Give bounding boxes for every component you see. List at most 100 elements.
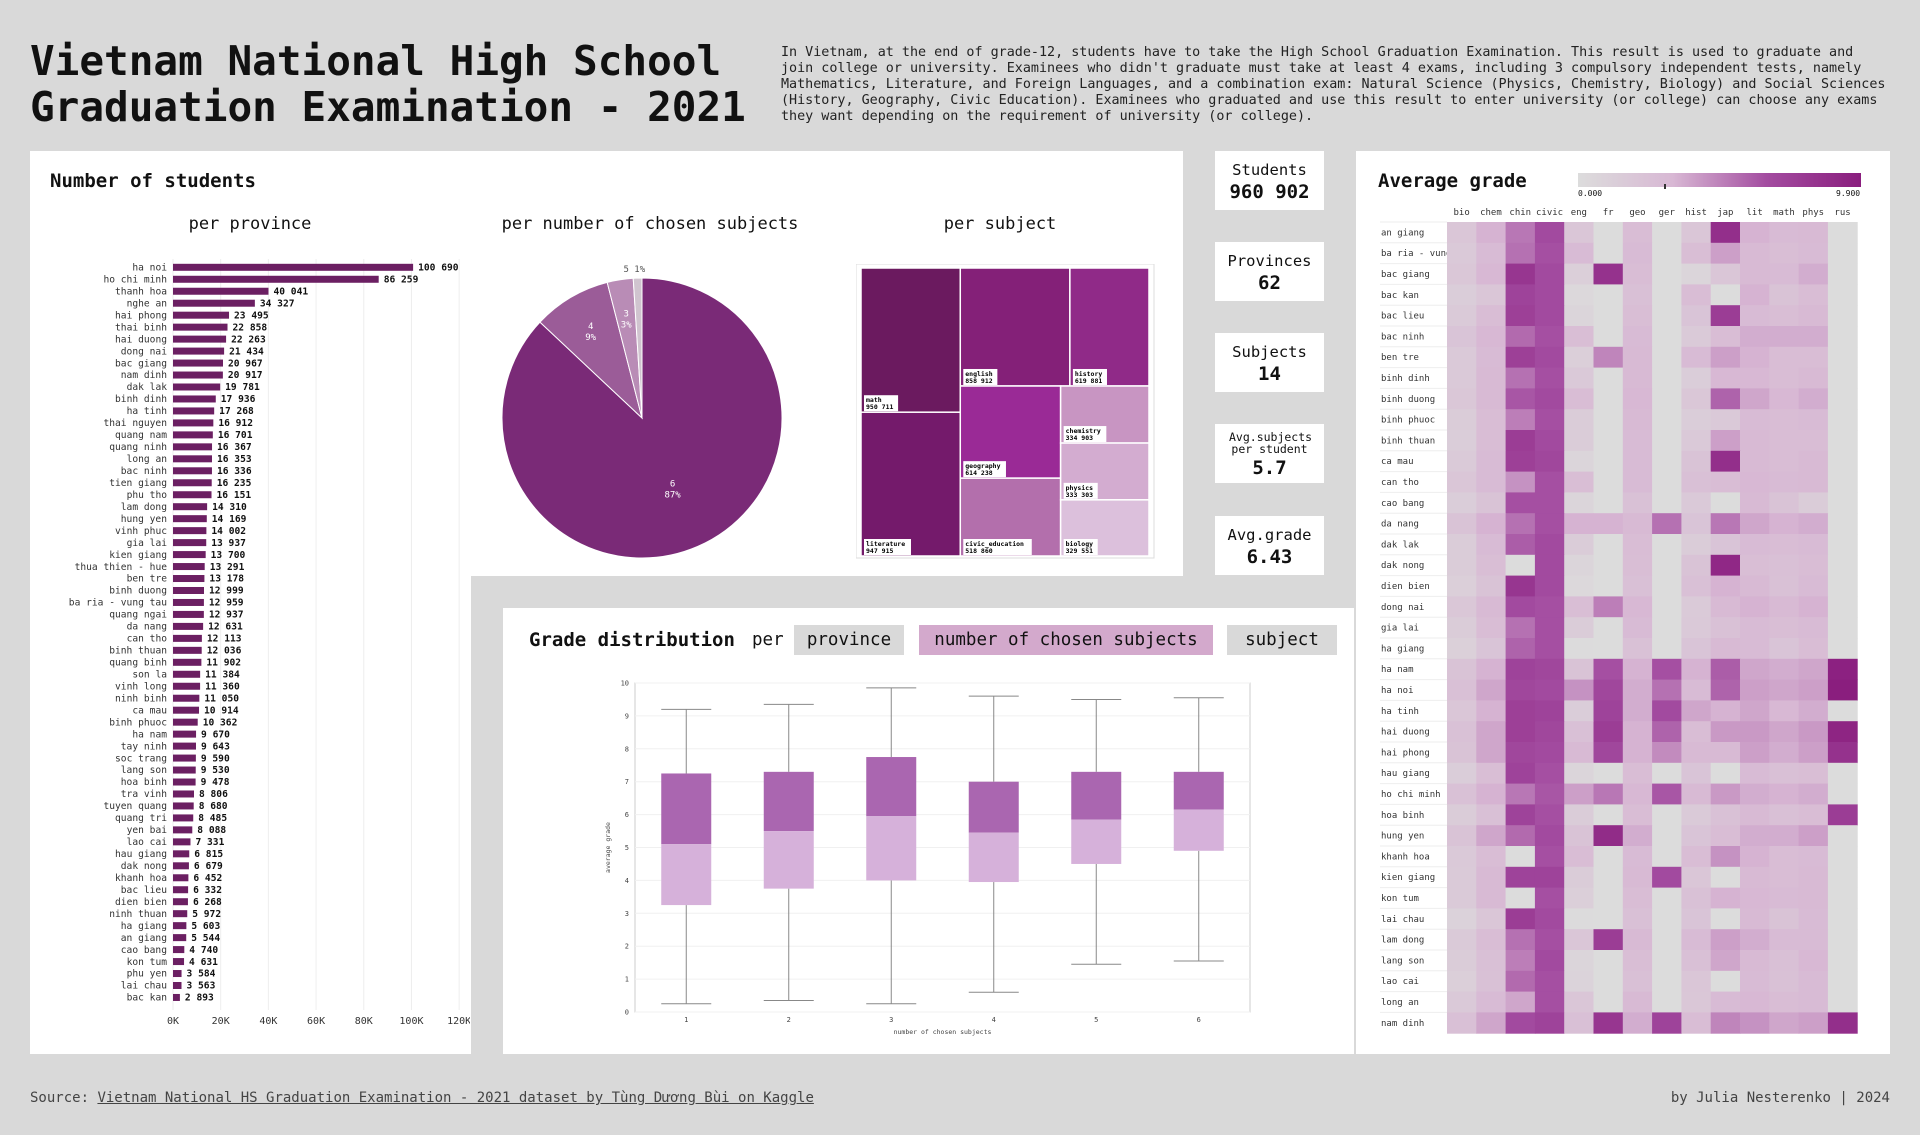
box-lower xyxy=(1071,819,1122,864)
heatmap-cell xyxy=(1798,534,1829,556)
heatmap-cell xyxy=(1564,1012,1594,1034)
heatmap-cell xyxy=(1710,326,1741,348)
heatmap-cell xyxy=(1740,658,1770,681)
province-value-label: 9 590 xyxy=(201,753,230,764)
box-upper xyxy=(763,771,814,832)
heatmap-cell xyxy=(1769,492,1800,514)
heatmap-column-label: math xyxy=(1773,208,1795,218)
heatmap-cell xyxy=(1534,471,1565,493)
heatmap-cell xyxy=(1827,430,1858,452)
heatmap-cell xyxy=(1534,284,1565,306)
province-value-label: 8 806 xyxy=(199,789,228,800)
treemap-cell-value: 334 903 xyxy=(1066,434,1093,442)
heatmap-cell xyxy=(1447,762,1477,785)
province-toggle-button[interactable]: province xyxy=(794,625,904,655)
province-label: ninh binh xyxy=(115,693,167,704)
heatmap-cell xyxy=(1681,658,1712,681)
heatmap-cell xyxy=(1505,596,1536,618)
heatmap-cell xyxy=(1622,554,1653,577)
heatmap-cell xyxy=(1652,742,1682,764)
province-value-label: 6 815 xyxy=(194,849,223,860)
heatmap-cell xyxy=(1564,846,1594,868)
heatmap-cell xyxy=(1827,450,1858,473)
province-value-label: 12 959 xyxy=(209,598,244,609)
box-upper xyxy=(1173,771,1224,810)
heatmap-cell xyxy=(1622,908,1653,930)
heatmap-cell xyxy=(1798,929,1829,951)
province-label: binh dinh xyxy=(115,394,167,405)
heatmap-cell xyxy=(1447,346,1477,369)
heatmap-row-label: cao bang xyxy=(1381,499,1424,509)
treemap-label-bg xyxy=(963,461,1006,478)
heatmap-cell xyxy=(1505,908,1536,930)
heatmap-cell xyxy=(1769,430,1800,452)
province-bar xyxy=(173,790,194,798)
heatmap-cell xyxy=(1505,346,1536,369)
heatmap-cell xyxy=(1652,929,1682,951)
heatmap-cell xyxy=(1827,617,1858,639)
heatmap-cell xyxy=(1447,679,1477,701)
heatmap-cell xyxy=(1827,575,1858,597)
heatmap-cell xyxy=(1622,409,1653,431)
x-tick-label: 40K xyxy=(259,1016,277,1027)
heatmap-cell xyxy=(1447,388,1477,410)
heatmap-cell xyxy=(1681,534,1712,556)
heatmap-cell xyxy=(1476,679,1507,701)
y-tick-label: 6 xyxy=(625,811,629,819)
heatmap-cell xyxy=(1622,242,1653,265)
province-value-label: 12 937 xyxy=(209,610,244,621)
chosen-subjects-toggle-button[interactable]: number of chosen subjects xyxy=(919,625,1213,655)
heatmap-cell xyxy=(1681,326,1712,348)
heatmap-cell xyxy=(1593,492,1624,514)
heatmap-cell xyxy=(1622,950,1653,972)
heatmap-cell xyxy=(1564,305,1594,327)
heatmap-cell xyxy=(1447,367,1477,389)
province-bar xyxy=(173,515,207,523)
heatmap-cell xyxy=(1798,700,1829,722)
treemap-subtitle: per subject xyxy=(943,214,1057,234)
heatmap-cell xyxy=(1476,700,1507,722)
heatmap-cell xyxy=(1798,783,1829,805)
heatmap-cell xyxy=(1681,638,1712,660)
heatmap-column-label: chem xyxy=(1480,208,1502,218)
heatmap-cell xyxy=(1681,305,1712,327)
heatmap-cell xyxy=(1827,970,1858,993)
dataset-link[interactable]: Vietnam National HS Graduation Examinati… xyxy=(97,1090,814,1106)
heatmap-cell xyxy=(1622,658,1653,681)
heatmap-cell xyxy=(1681,825,1712,847)
heatmap-cell xyxy=(1769,513,1800,535)
province-value-label: 22 858 xyxy=(233,322,268,333)
heatmap-cell xyxy=(1505,263,1536,285)
heatmap-cell xyxy=(1534,450,1565,473)
treemap-label-bg xyxy=(1072,368,1107,385)
heatmap-cell xyxy=(1769,617,1800,639)
y-tick-label: 0 xyxy=(625,1009,629,1017)
heatmap-cell xyxy=(1447,929,1477,951)
heatmap-cell xyxy=(1564,450,1594,473)
heatmap-cell xyxy=(1476,554,1507,577)
heatmap-cell xyxy=(1564,783,1594,805)
province-value-label: 16 235 xyxy=(217,478,252,489)
heatmap-cell xyxy=(1769,679,1800,701)
heatmap-cell xyxy=(1476,409,1507,431)
heatmap-row-label: lang son xyxy=(1381,956,1424,966)
subject-toggle-button[interactable]: subject xyxy=(1227,625,1337,655)
province-bar xyxy=(173,395,216,403)
heatmap-cell xyxy=(1534,534,1565,556)
heatmap-cell xyxy=(1769,887,1800,909)
heatmap-cell xyxy=(1798,471,1829,493)
heatmap-cell xyxy=(1827,950,1858,972)
heatmap-cell xyxy=(1798,825,1829,847)
heatmap-cell xyxy=(1447,866,1477,889)
heatmap-cell xyxy=(1740,617,1770,639)
heatmap-cell xyxy=(1769,991,1800,1013)
heatmap-cell xyxy=(1740,825,1770,847)
heatmap-cell xyxy=(1740,450,1770,473)
treemap-cell xyxy=(1069,267,1150,387)
heatmap-cell xyxy=(1769,388,1800,410)
heatmap-row-label: da nang xyxy=(1381,520,1419,530)
heatmap-cell xyxy=(1622,970,1653,993)
province-label: lai chau xyxy=(121,981,167,992)
province-bar xyxy=(173,287,269,295)
province-value-label: 22 263 xyxy=(231,334,266,345)
